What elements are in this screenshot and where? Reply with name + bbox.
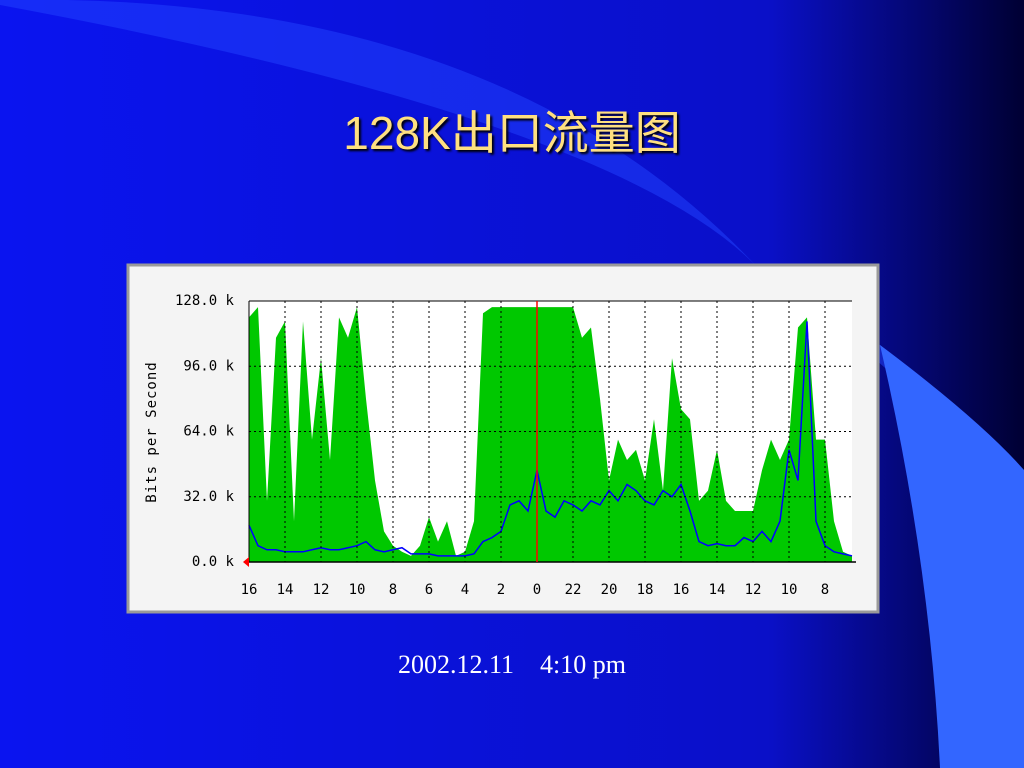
y-axis-label: Bits per Second [144,361,160,502]
x-tick-label: 20 [601,582,618,598]
x-tick-label: 8 [821,582,829,598]
decor-shape [880,345,1024,768]
x-tick-label: 12 [313,582,330,598]
y-tick-label: 0.0 k [192,554,235,570]
y-tick-label: 96.0 k [183,358,234,374]
x-tick-label: 10 [781,582,798,598]
caption: 2002.12.11 4:10 pm [398,650,626,679]
x-tick-label: 6 [425,582,433,598]
x-tick-label: 4 [461,582,469,598]
x-tick-label: 12 [745,582,762,598]
traffic-out-line [248,321,853,557]
chart: 0.0 k 32.0 k 64.0 k 96.0 k 128.0 k 16 14 12 10 8 6… [175,293,856,598]
y-tick-label: 32.0 k [183,489,234,505]
x-tick-label: 16 [673,582,690,598]
now-arrow [243,557,249,567]
x-tick-label: 22 [565,582,582,598]
x-tick-label: 16 [241,582,258,598]
x-tick-label: 10 [349,582,366,598]
x-tick-label: 0 [533,582,541,598]
x-tick-label: 14 [709,582,726,598]
y-tick-label: 128.0 k [175,293,235,309]
traffic-in-area [249,307,852,562]
y-tick-label: 64.0 k [183,424,234,440]
x-tick-label: 14 [277,582,294,598]
x-tick-label: 8 [389,582,397,598]
x-tick-label: 18 [637,582,654,598]
x-tick-label: 2 [497,582,505,598]
slide-title: 128K出口流量图 [343,107,680,159]
